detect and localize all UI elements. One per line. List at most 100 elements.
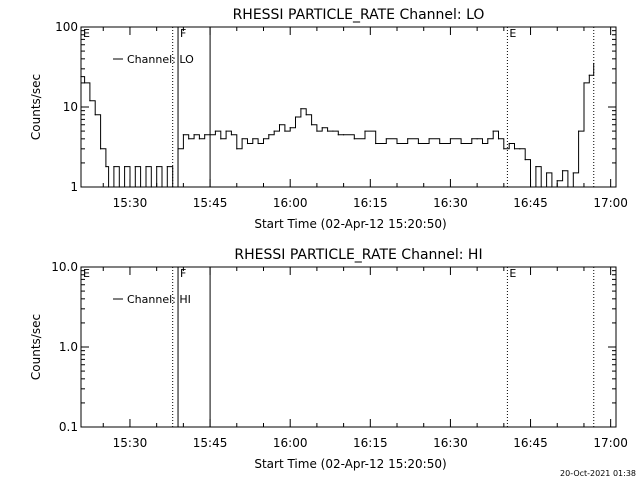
panel1-data-point — [182, 134, 184, 136]
panel1-y-tick-label: 100 — [55, 20, 78, 34]
panel1-data-point — [583, 82, 585, 84]
panel1-data-point — [593, 62, 595, 65]
panel1-marker-label: F — [180, 27, 186, 40]
panel1-data-point — [524, 159, 526, 161]
panel1-data-point — [439, 142, 441, 145]
panel1-data-point — [305, 114, 307, 116]
panel1-data-point — [241, 138, 243, 140]
panel1-data-point — [476, 138, 478, 140]
panel1-data-point — [567, 186, 569, 188]
panel2-x-tick-label: 15:30 — [113, 436, 148, 450]
panel1-data-point — [145, 165, 147, 168]
panel2-y-tick-label: 0.1 — [59, 420, 78, 434]
panel1-data-point — [113, 165, 115, 168]
panel2-chart-title: RHESSI PARTICLE_RATE Channel: HI — [234, 247, 482, 263]
panel1-data-point — [262, 138, 265, 140]
panel1-data-point — [134, 165, 136, 168]
panel1-data-point — [89, 100, 91, 102]
panel1-x-tick-label: 15:30 — [113, 196, 148, 210]
panel2-x-tick-label: 16:30 — [433, 436, 468, 450]
panel1-data-point — [236, 148, 238, 150]
panel1-data-point — [513, 148, 516, 150]
panel1-data-point — [129, 186, 131, 188]
panel1-data-point — [273, 130, 275, 132]
panel1-x-tick-label: 16:15 — [353, 196, 388, 210]
panel1-data-point — [193, 134, 195, 136]
panel1-data-point — [246, 142, 249, 145]
panel1-legend-label: Channel: LO — [127, 53, 194, 66]
panel1-data-point — [294, 116, 297, 118]
generation-timestamp: 20-Oct-2021 01:38 — [560, 469, 636, 478]
panel1-data-point — [375, 142, 377, 145]
panel1-data-point — [508, 142, 510, 145]
panel1-data-point — [578, 130, 580, 132]
panel1-data-point — [140, 186, 142, 188]
panel1-data-point — [449, 138, 452, 140]
panel1-data-point — [545, 172, 548, 174]
panel1-data-point — [161, 186, 163, 188]
panel1-data-point — [497, 138, 500, 140]
panel1-data-point — [353, 138, 355, 140]
panel1-data-point — [214, 130, 217, 132]
panel2-marker-label: F — [180, 267, 186, 280]
panel1-data-point — [492, 130, 494, 132]
panel1-data-point — [124, 165, 126, 168]
panel1-x-tick-label: 16:45 — [513, 196, 548, 210]
panel1-data-point — [172, 186, 174, 188]
panel2-marker-label: E — [509, 267, 516, 280]
panel1-data-point — [503, 148, 505, 150]
panel1-x-tick-label: 16:30 — [433, 196, 468, 210]
panel1-data-point — [300, 108, 302, 110]
panel1-data-point — [321, 127, 323, 129]
panel1-data-point — [150, 186, 152, 188]
panel1-x-tick-label: 15:45 — [193, 196, 228, 210]
panel1-data-point — [561, 170, 564, 172]
panel1-data-point — [556, 180, 558, 182]
panel1-data-point — [407, 138, 409, 140]
panel2-x-tick-label: 16:15 — [353, 436, 388, 450]
panel1-data-point — [284, 130, 286, 132]
panel1-data-point — [166, 165, 168, 168]
panel1-data-point — [118, 186, 120, 188]
panel1-data-point — [326, 130, 329, 132]
panel1-data-point — [107, 186, 110, 188]
panel1-data-point — [105, 165, 107, 168]
panel1-data-point — [417, 142, 419, 145]
panel1-data-point — [230, 134, 233, 136]
panel2-x-tick-label: 17:00 — [593, 436, 628, 450]
panel1-data-point — [220, 138, 222, 140]
panel2-x-tick-label: 16:00 — [273, 436, 308, 450]
panel1-data-point — [316, 130, 318, 132]
panel1-data-point — [83, 82, 86, 84]
panel1-data-point — [156, 165, 158, 168]
panel1-data-point — [337, 134, 339, 136]
panel1-data-point — [257, 142, 259, 145]
panel1-data-point — [385, 138, 387, 140]
panel1-data-point — [364, 130, 366, 132]
panel1-data-point — [268, 134, 270, 136]
panel1-data-point — [310, 124, 313, 126]
panel1-data-point — [289, 127, 291, 129]
panel1-series-line — [81, 63, 595, 188]
panel1-data-point — [80, 75, 82, 78]
panel2-marker-label: E — [83, 267, 90, 280]
panel2-x-tick-label: 15:45 — [193, 436, 228, 450]
panel1-data-point — [252, 138, 254, 140]
panel1-data-point — [225, 130, 227, 132]
panel1-data-point — [177, 148, 179, 150]
panel1-data-point — [519, 148, 521, 150]
panel1-data-point — [529, 186, 532, 188]
panel1-data-point — [99, 148, 102, 150]
panel1-marker-label: E — [83, 27, 90, 40]
panel1-data-point — [481, 142, 484, 145]
panel1-x-tick-label: 17:00 — [593, 196, 628, 210]
panel1-data-point — [94, 114, 96, 116]
panel2-legend-label: Channel: HI — [127, 293, 191, 306]
panel1-data-point — [428, 138, 430, 140]
panel1-x-tick-label: 16:00 — [273, 196, 308, 210]
panel2-plot-frame — [80, 266, 617, 428]
panel2-y-axis-label: Counts/sec — [29, 314, 43, 380]
panel2-x-axis-label: Start Time (02-Apr-12 15:20:50) — [254, 457, 446, 471]
panel1-data-point — [209, 134, 211, 136]
